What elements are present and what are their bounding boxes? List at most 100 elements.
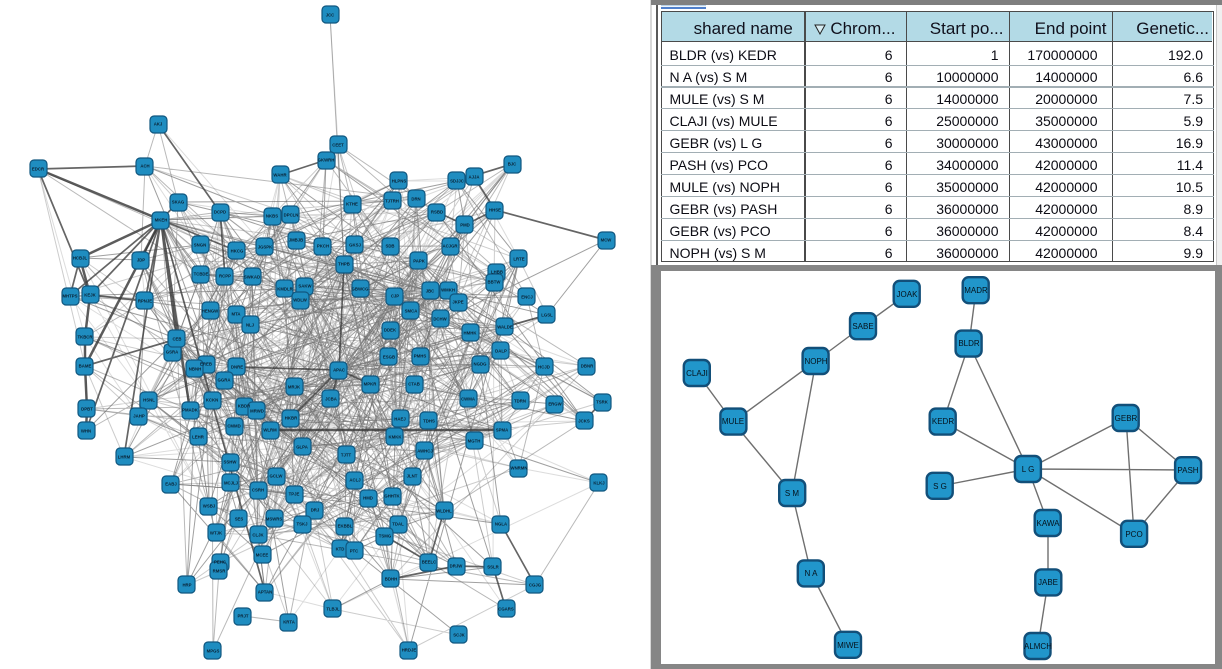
svg-text:CGARS: CGARS: [498, 607, 514, 612]
svg-text:BLDR: BLDR: [958, 339, 980, 348]
svg-text:KTD: KTD: [336, 547, 345, 552]
svg-text:LHRM: LHRM: [118, 455, 131, 460]
svg-text:KMKK: KMKK: [389, 435, 403, 440]
svg-text:ALMCH: ALMCH: [1024, 642, 1052, 651]
svg-text:APAC: APAC: [333, 368, 345, 373]
svg-text:PKCH: PKCH: [317, 244, 329, 249]
svg-text:MULE: MULE: [722, 417, 744, 426]
svg-text:WMKH: WMKH: [441, 288, 455, 293]
svg-text:WTJK: WTJK: [210, 531, 223, 536]
svg-text:RSBD: RSBD: [431, 210, 443, 215]
svg-text:SPMA: SPMA: [496, 428, 508, 433]
svg-text:HENGW: HENGW: [202, 309, 219, 314]
svg-text:CEET: CEET: [332, 143, 344, 148]
svg-text:JCKS: JCKS: [578, 419, 590, 424]
svg-text:WNRMN: WNRMN: [511, 466, 528, 471]
svg-text:CLAJI: CLAJI: [686, 369, 708, 378]
svg-text:SABE: SABE: [852, 322, 873, 331]
svg-text:BBTW: BBTW: [488, 280, 502, 285]
svg-text:MPGS: MPGS: [207, 649, 220, 654]
svg-text:GHHTK: GHHTK: [384, 494, 400, 499]
svg-text:AWHCJ: AWHCJ: [417, 449, 433, 454]
svg-text:DNRE: DNRE: [231, 365, 243, 370]
svg-text:ENCJ: ENCJ: [521, 295, 533, 300]
svg-text:CTAB: CTAB: [408, 382, 420, 387]
svg-text:JABE: JABE: [1038, 578, 1058, 587]
svg-text:SAKW: SAKW: [298, 284, 312, 289]
svg-text:DRJW: DRJW: [450, 564, 464, 569]
svg-text:MTA: MTA: [232, 312, 241, 317]
svg-text:GSRA: GSRA: [166, 350, 178, 355]
svg-text:N A: N A: [805, 569, 819, 578]
svg-text:TPJE: TPJE: [289, 492, 300, 497]
svg-text:MHTPS: MHTPS: [62, 294, 77, 299]
svg-text:HMD: HMD: [363, 496, 373, 501]
svg-text:CJP: CJP: [391, 294, 399, 299]
svg-text:TJTRH: TJTRH: [385, 199, 399, 204]
svg-text:SDB: SDB: [385, 244, 394, 249]
svg-text:PRJT: PRJT: [238, 614, 249, 619]
svg-text:GKWRH: GKWRH: [318, 158, 335, 163]
svg-text:PMADK: PMADK: [182, 408, 199, 413]
svg-text:CWMA: CWMA: [461, 397, 475, 402]
svg-text:PCO: PCO: [1125, 530, 1142, 539]
svg-text:THPB: THPB: [338, 262, 350, 267]
svg-text:HKBR: HKBR: [285, 416, 298, 421]
svg-text:MCW: MCW: [601, 238, 613, 243]
svg-text:MRJK: MRJK: [288, 385, 301, 390]
svg-text:DCPD: DCPD: [214, 210, 226, 215]
svg-text:NGLA: NGLA: [495, 522, 507, 527]
svg-text:NKBS: NKBS: [266, 214, 278, 219]
svg-text:SDJJC: SDJJC: [450, 179, 464, 184]
svg-text:TSRK: TSRK: [596, 400, 609, 405]
svg-text:GEBR: GEBR: [1115, 414, 1138, 423]
svg-text:TDRN: TDRN: [514, 399, 526, 404]
svg-text:JMBJB: JMBJB: [289, 238, 304, 243]
svg-text:NBNH: NBNH: [189, 367, 201, 372]
svg-text:S M: S M: [785, 489, 800, 498]
svg-text:KBDR: KBDR: [238, 404, 251, 409]
svg-text:GLPA: GLPA: [296, 445, 308, 450]
svg-text:WAHR: WAHR: [273, 173, 287, 178]
svg-text:LEHR: LEHR: [192, 435, 205, 440]
svg-text:HSNL: HSNL: [143, 398, 155, 403]
svg-text:MPKR: MPKR: [364, 382, 378, 387]
svg-text:ACH: ACH: [140, 164, 149, 169]
svg-text:TCBDE: TCBDE: [194, 272, 209, 277]
svg-text:MKEH: MKEH: [155, 218, 168, 223]
svg-text:WLRM: WLRM: [263, 428, 277, 433]
svg-text:HMHK: HMHK: [464, 331, 478, 336]
svg-text:GKSJ: GKSJ: [349, 243, 361, 248]
svg-text:EREB: EREB: [200, 362, 212, 367]
svg-text:BJC: BJC: [508, 162, 517, 167]
svg-text:DRJ: DRJ: [311, 508, 320, 513]
svg-text:NLJ: NLJ: [246, 323, 255, 328]
svg-text:GGRA: GGRA: [218, 378, 231, 383]
svg-text:NGDG: NGDG: [474, 362, 488, 367]
svg-text:HCBJL: HCBJL: [73, 256, 88, 261]
svg-text:CGJG: CGJG: [529, 583, 542, 588]
svg-text:KAWA: KAWA: [1037, 519, 1061, 528]
svg-text:JAHP: JAHP: [133, 414, 145, 419]
svg-text:DDEK: DDEK: [384, 328, 397, 333]
svg-text:SNGN: SNGN: [194, 243, 206, 248]
svg-text:MSWRS: MSWRS: [266, 517, 283, 522]
svg-text:PASH: PASH: [1177, 466, 1198, 475]
svg-text:TDAL: TDAL: [392, 522, 404, 527]
svg-text:WALDE: WALDE: [497, 325, 513, 330]
svg-text:DRN: DRN: [411, 197, 420, 202]
svg-text:MADR: MADR: [964, 286, 988, 295]
svg-text:CMMD: CMMD: [227, 424, 240, 429]
svg-text:TLBJL: TLBJL: [326, 607, 340, 612]
svg-text:KCKN: KCKN: [206, 398, 218, 403]
svg-text:KEJK: KEJK: [84, 293, 96, 298]
svg-text:KEDR: KEDR: [932, 417, 954, 426]
svg-text:RMSR: RMSR: [213, 569, 227, 574]
svg-text:S G: S G: [933, 482, 947, 491]
svg-text:RPNJE: RPNJE: [138, 299, 152, 304]
svg-text:MGTH: MGTH: [468, 439, 481, 444]
svg-text:LHBB: LHBB: [491, 270, 503, 275]
svg-text:TDHS: TDHS: [423, 419, 435, 424]
svg-text:HRDJE: HRDJE: [402, 648, 417, 653]
svg-text:MRWD: MRWD: [250, 409, 264, 414]
